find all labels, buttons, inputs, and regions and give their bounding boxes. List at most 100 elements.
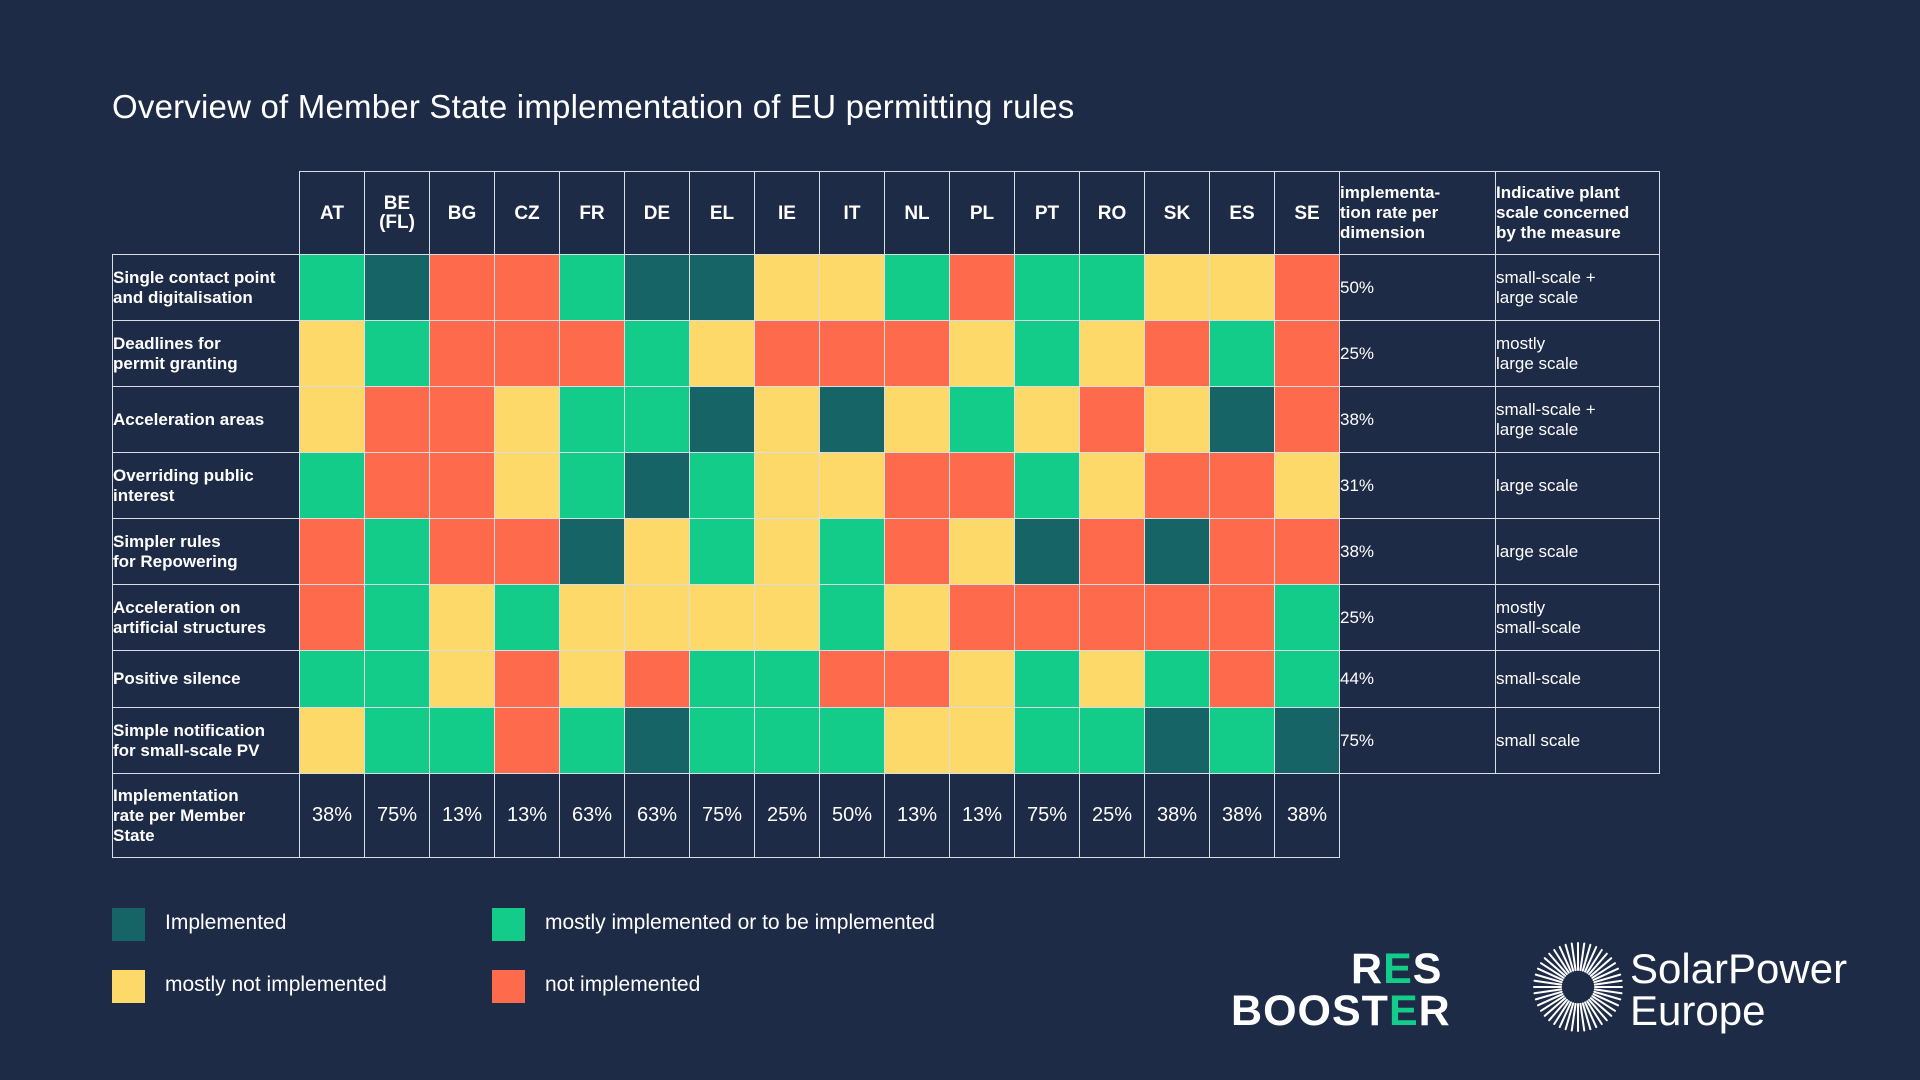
table-row: Deadlines for permit granting 25% mostly l… — [112, 320, 1660, 387]
implementation-heatmap: AT BE (FL) BG CZ FR DE EL IE IT NL PL PT RO SK ES SE imp… — [112, 171, 1660, 858]
heatmap-cell — [299, 584, 365, 651]
table-row: Simple notification for small-scale PV 75… — [112, 707, 1660, 774]
sunburst-ray — [1589, 997, 1613, 1017]
column-header-pl: PL — [949, 171, 1015, 255]
sunburst-ray — [1579, 1002, 1586, 1032]
res-booster-logo-line2: BOOSTER — [1231, 987, 1451, 1035]
heatmap-cell — [689, 650, 755, 708]
sunburst-ray — [1570, 942, 1577, 972]
heatmap-cell — [364, 707, 430, 774]
empty-cell — [1496, 774, 1660, 858]
legend-swatch-not-implemented — [492, 970, 525, 1003]
heatmap-cell — [884, 707, 950, 774]
sunburst-ray — [1564, 943, 1575, 972]
heatmap-cell — [754, 650, 820, 708]
sunburst-ray — [1570, 1002, 1577, 1032]
res-booster-logo-line1: RES — [1351, 945, 1443, 993]
heatmap-cell — [754, 254, 820, 321]
heatmap-cell — [299, 518, 365, 585]
sunburst-ray — [1584, 1001, 1598, 1029]
member-state-rate: 75% — [1014, 773, 1080, 858]
sunburst-ray — [1586, 948, 1603, 974]
header-row: AT BE (FL) BG CZ FR DE EL IE IT NL PL PT RO SK ES SE imp… — [113, 171, 1660, 255]
heatmap-cell — [1014, 452, 1080, 519]
member-state-rate: 13% — [429, 773, 495, 858]
heatmap-cell — [624, 650, 690, 708]
heatmap-cell — [689, 386, 755, 453]
heatmap-cell — [1274, 650, 1340, 708]
heatmap-cell — [819, 320, 885, 387]
heatmap-cell — [299, 254, 365, 321]
heatmap-cell — [819, 518, 885, 585]
heatmap-cell — [494, 254, 560, 321]
heatmap-cell — [819, 707, 885, 774]
column-header-de: DE — [624, 171, 690, 255]
member-state-rate: 63% — [559, 773, 625, 858]
heatmap-cell — [299, 707, 365, 774]
dimension-rate: 50% — [1339, 254, 1496, 321]
column-header-es: ES — [1209, 171, 1275, 255]
res-booster-logo: RES BOOSTER — [1231, 945, 1451, 1035]
heatmap-cell — [1144, 707, 1210, 774]
plant-scale: large scale — [1495, 452, 1660, 519]
sunburst-ray — [1536, 967, 1564, 981]
sunburst-ray — [1588, 952, 1608, 976]
sunburst-ray — [1539, 995, 1565, 1012]
heatmap-cell — [559, 518, 625, 585]
member-state-rate: 75% — [689, 773, 755, 858]
heatmap-cell — [884, 320, 950, 387]
table-row: Positive silence 44% small-scale — [112, 650, 1660, 708]
plant-scale: mostly large scale — [1495, 320, 1660, 387]
sunburst-ray — [1543, 957, 1567, 977]
heatmap-cell — [1274, 707, 1340, 774]
solarpower-logo-line1: SolarPower — [1630, 945, 1848, 992]
sunburst-ray — [1579, 942, 1586, 972]
heatmap-cell — [1274, 320, 1340, 387]
member-state-rate: 50% — [819, 773, 885, 858]
heatmap-cell — [429, 452, 495, 519]
heatmap-cell — [364, 320, 430, 387]
heatmap-cell — [1079, 320, 1145, 387]
heatmap-cell — [949, 254, 1015, 321]
heatmap-cell — [884, 584, 950, 651]
plant-scale: mostly small-scale — [1495, 584, 1660, 651]
heatmap-cell — [949, 707, 1015, 774]
heatmap-cell — [689, 320, 755, 387]
solarpower-logo-line2: Europe — [1630, 987, 1766, 1034]
column-header-nl: NL — [884, 171, 950, 255]
sunburst-ray — [1591, 995, 1617, 1012]
totals-row: Implementation rate per Member State 38% 7… — [112, 773, 1660, 858]
table-row: Simpler rules for Repowering 38% large sca… — [112, 518, 1660, 585]
heatmap-cell — [884, 452, 950, 519]
heatmap-cell — [494, 386, 560, 453]
heatmap-cell — [1014, 254, 1080, 321]
member-state-rate: 63% — [624, 773, 690, 858]
heatmap-cell — [689, 254, 755, 321]
heatmap-cell — [689, 584, 755, 651]
heatmap-cell — [429, 254, 495, 321]
sunburst-ray — [1553, 1000, 1570, 1026]
table-row: Overriding public interest 31% large scale — [112, 452, 1660, 519]
sunburst-ray — [1586, 1000, 1603, 1026]
heatmap-cell — [1079, 584, 1145, 651]
legend-label-implemented: Implemented — [165, 911, 287, 934]
heatmap-cell — [754, 707, 820, 774]
heatmap-cell — [1144, 386, 1210, 453]
heatmap-cell — [494, 452, 560, 519]
dimension-rate: 75% — [1339, 707, 1496, 774]
heatmap-cell — [689, 707, 755, 774]
heatmap-cell — [624, 584, 690, 651]
scale-column-header: Indicative plant scale concerned by the … — [1495, 171, 1660, 255]
sunburst-ray — [1558, 945, 1572, 973]
dimension-rate: 44% — [1339, 650, 1496, 708]
member-state-rate: 13% — [494, 773, 560, 858]
plant-scale: small scale — [1495, 707, 1660, 774]
heatmap-cell — [494, 584, 560, 651]
empty-cell — [1340, 774, 1496, 858]
row-label-single-contact-point-and-digitalisation: Single contact point and digitalisation — [112, 254, 300, 321]
heatmap-cell — [754, 584, 820, 651]
heatmap-cell — [1014, 320, 1080, 387]
heatmap-cell — [754, 386, 820, 453]
heatmap-cell — [429, 386, 495, 453]
member-state-rate: 75% — [364, 773, 430, 858]
